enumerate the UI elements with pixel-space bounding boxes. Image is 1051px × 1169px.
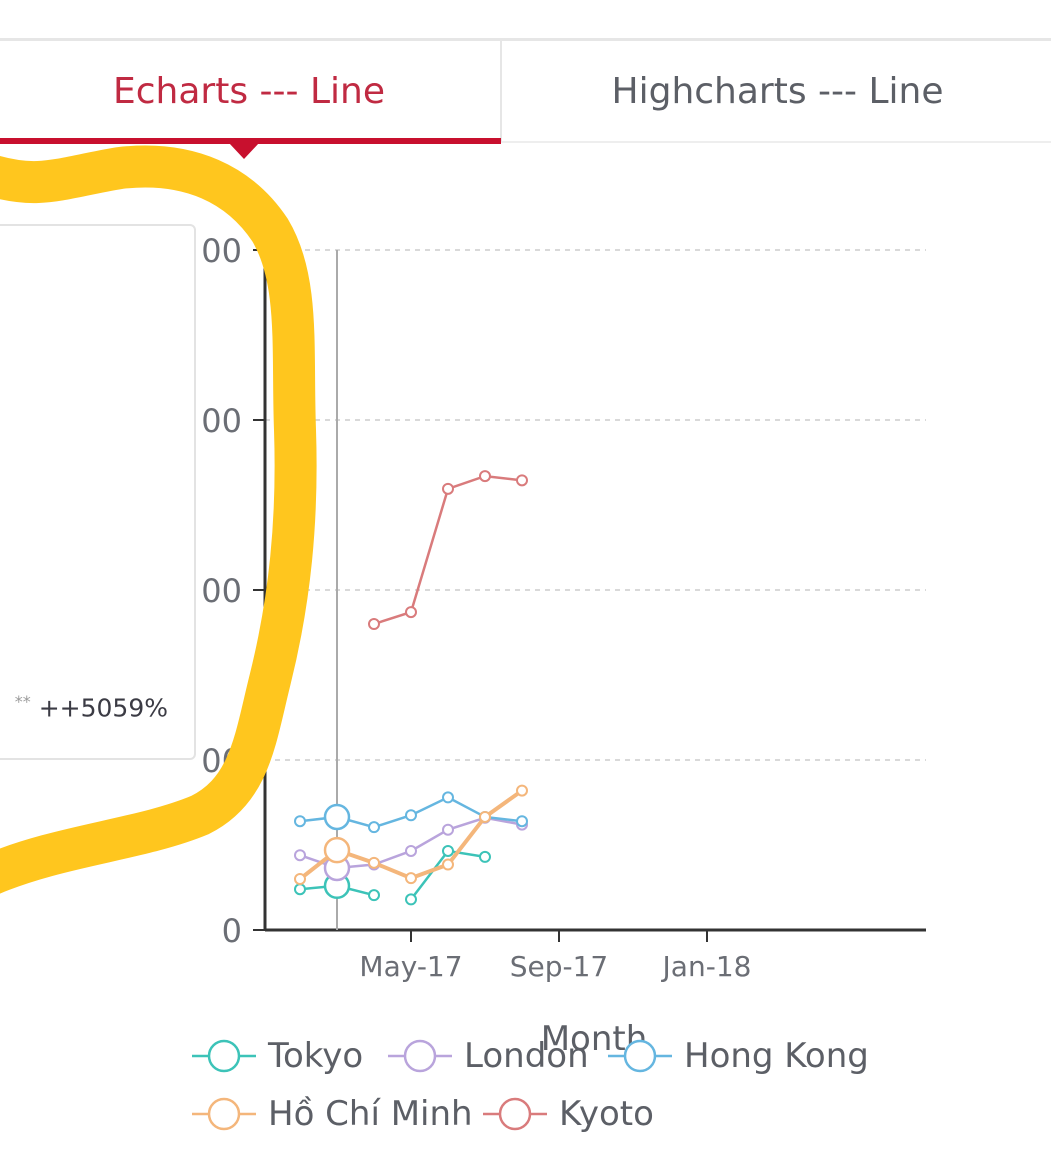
- data-point[interactable]: [442, 823, 454, 836]
- x-tick-label: Jan-18: [661, 950, 752, 983]
- data-point[interactable]: [294, 873, 306, 885]
- data-point[interactable]: [479, 850, 491, 863]
- legend-label: Tokyo: [268, 1036, 364, 1076]
- legend-label: London: [464, 1036, 589, 1076]
- legend-item-london[interactable]: London: [386, 1036, 589, 1076]
- series-kyoto: [368, 470, 528, 630]
- active-tab-underline: [0, 138, 501, 144]
- data-point[interactable]: [442, 844, 454, 857]
- data-point[interactable]: [479, 470, 491, 483]
- data-point[interactable]: [442, 791, 454, 804]
- tooltip-value: ++5059%: [38, 693, 168, 723]
- series-lines: [294, 470, 528, 906]
- data-point[interactable]: [516, 474, 528, 487]
- y-tick-label: 00: [201, 232, 242, 270]
- data-point[interactable]: [405, 844, 417, 857]
- data-point[interactable]: [368, 618, 380, 630]
- data-point[interactable]: [323, 836, 351, 864]
- data-point[interactable]: [294, 849, 306, 862]
- legend-marker-icon: [483, 1097, 547, 1131]
- legend-item-hong-kong[interactable]: Hong Kong: [606, 1036, 869, 1076]
- chart-tooltip: ** ++5059%: [0, 224, 196, 760]
- legend-item-h-ch-minh[interactable]: Hồ Chí Minh: [190, 1094, 473, 1134]
- data-point[interactable]: [442, 858, 454, 871]
- chart-tabs: Echarts --- Line Highcharts --- Line: [0, 41, 1051, 144]
- y-tick-label: 00: [201, 402, 242, 440]
- y-tick-label: 00: [201, 742, 242, 780]
- data-point[interactable]: [368, 889, 380, 902]
- series-tokyo: [294, 844, 491, 906]
- data-point[interactable]: [368, 821, 380, 834]
- legend-marker-icon: [608, 1039, 672, 1073]
- legend-marker-icon: [192, 1039, 256, 1073]
- data-point[interactable]: [368, 856, 380, 869]
- legend-label: Hồ Chí Minh: [268, 1094, 473, 1134]
- legend-item-tokyo[interactable]: Tokyo: [190, 1036, 363, 1076]
- tab-highcharts-line[interactable]: Highcharts --- Line: [500, 41, 1051, 143]
- tab-echarts-line[interactable]: Echarts --- Line: [113, 70, 385, 112]
- series-line: [373, 474, 523, 626]
- data-point[interactable]: [479, 810, 491, 823]
- data-point[interactable]: [405, 809, 417, 822]
- x-tick-label: May-17: [359, 950, 462, 983]
- legend-marker-icon: [388, 1039, 452, 1073]
- legend-label: Hong Kong: [684, 1036, 869, 1076]
- axes: [253, 249, 926, 942]
- data-point[interactable]: [516, 815, 528, 828]
- x-tick-label: Sep-17: [510, 950, 609, 983]
- data-point[interactable]: [405, 872, 417, 885]
- legend-marker-icon: [192, 1097, 256, 1131]
- data-point[interactable]: [516, 784, 528, 797]
- legend-label: Kyoto: [559, 1094, 654, 1134]
- series-h-ch-minh: [294, 784, 528, 885]
- data-point[interactable]: [405, 606, 417, 619]
- top-divider: [0, 38, 1051, 41]
- tooltip-stars: **: [14, 692, 31, 711]
- tooltip-row: ** ++5059%: [0, 692, 168, 722]
- data-point[interactable]: [294, 883, 306, 896]
- data-point[interactable]: [442, 482, 454, 495]
- legend-item-kyoto[interactable]: Kyoto: [481, 1094, 654, 1134]
- data-point[interactable]: [405, 893, 417, 906]
- y-tick-label: 00: [201, 572, 242, 610]
- data-point[interactable]: [323, 803, 351, 831]
- data-point[interactable]: [294, 815, 306, 828]
- y-tick-label: 0: [222, 912, 242, 950]
- grid-lines: [265, 249, 926, 761]
